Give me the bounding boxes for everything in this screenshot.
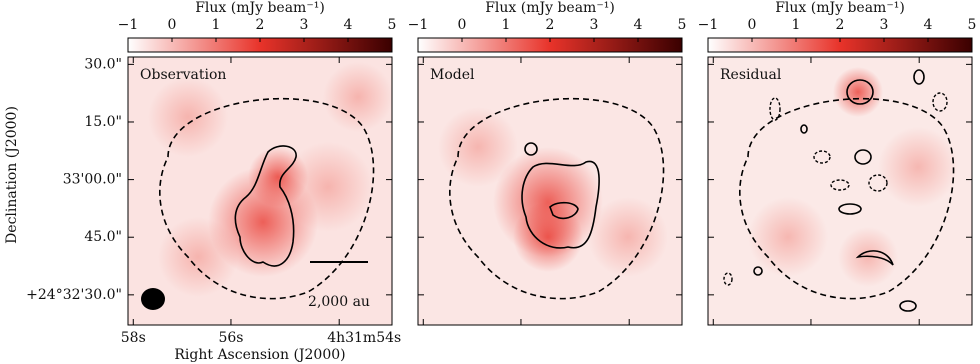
colorbar-tick-label: −1 [698,17,719,33]
colorbar-tick-label: 5 [388,17,397,33]
colorbar-tick-label: 3 [590,17,599,33]
panel-image [707,56,973,326]
colorbar-tick-label: 2 [836,17,845,33]
colorbar-tick-label: 2 [546,17,555,33]
colorbar-tick-label: 4 [634,17,643,33]
x-tick-label: 58s [121,330,146,346]
colorbar-label: Flux (mJy beam⁻¹) [485,0,615,16]
scalebar-label: 2,000 au [308,294,370,310]
panel-label: Observation [140,67,226,83]
colorbar-tick-label: −1 [118,17,139,33]
colorbar-tick-label: 3 [880,17,889,33]
colorbar-tick-label: 2 [256,17,265,33]
y-axis-label: Declination (J2000) [4,106,20,244]
colorbar-tick-label: −1 [408,17,429,33]
y-tick-label: 33'00.0" [63,172,122,188]
panel-image [127,56,393,326]
x-tick-label: 4h31m54s [327,330,401,346]
panel-image [417,56,683,326]
colorbar-tick-label: 1 [502,17,511,33]
colorbar-tick-label: 1 [792,17,801,33]
colorbar-label: Flux (mJy beam⁻¹) [195,0,325,16]
y-tick-label: +24°32'30.0" [26,287,122,303]
y-tick-label: 45.0" [84,229,122,245]
colorbar-tick-label: 1 [212,17,221,33]
colorbar-tick-label: 4 [924,17,933,33]
colorbar-tick-label: 0 [458,17,467,33]
x-tick-label: 56s [218,330,243,346]
x-axis-label: Right Ascension (J2000) [174,347,345,363]
colorbar-tick-label: 0 [168,17,177,33]
colorbar-label: Flux (mJy beam⁻¹) [775,0,905,16]
colorbar-tick-label: 0 [748,17,757,33]
colorbar-tick-label: 5 [678,17,687,33]
colorbar-tick-label: 4 [344,17,353,33]
y-tick-label: 30.0" [84,56,122,72]
panel-label: Model [430,67,475,83]
colorbar-tick-label: 3 [300,17,309,33]
panel-label: Residual [720,67,782,83]
colorbar-tick-label: 5 [968,17,977,33]
y-tick-label: 15.0" [84,114,122,130]
